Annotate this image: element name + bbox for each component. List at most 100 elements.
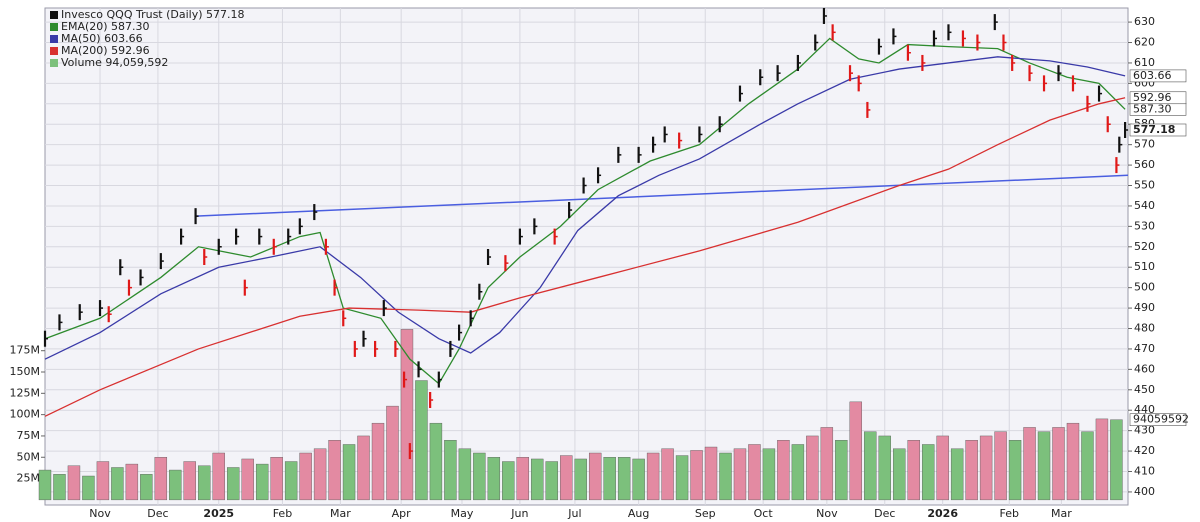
- y-tick-label: 420: [1134, 444, 1155, 457]
- volume-bar: [111, 467, 124, 501]
- y-tick-label: 410: [1134, 464, 1155, 477]
- x-tick-label: Oct: [754, 507, 774, 520]
- value-flag-label: 587.30: [1133, 102, 1172, 115]
- x-tick-label: Nov: [816, 507, 838, 520]
- volume-bar: [82, 475, 95, 501]
- x-tick-label: Mar: [1051, 507, 1072, 520]
- y-tick-label: 570: [1134, 138, 1155, 151]
- volume-bar: [125, 463, 139, 501]
- volume-bar: [690, 450, 703, 501]
- y2-tick-label: 150M: [10, 365, 41, 378]
- y2-tick-label: 50M: [17, 450, 41, 463]
- volume-bar: [979, 435, 993, 501]
- volume-bar: [719, 452, 732, 501]
- legend-swatch: [50, 23, 58, 31]
- value-flag: [1129, 413, 1187, 427]
- y-tick-label: 440: [1134, 403, 1155, 416]
- volume-bar: [878, 435, 891, 501]
- x-tick-label: 2025: [203, 507, 234, 520]
- legend-swatch: [50, 11, 58, 19]
- volume-bar: [1008, 440, 1022, 501]
- y-tick-label: 480: [1134, 322, 1155, 335]
- y-tick-label: 530: [1134, 219, 1155, 232]
- y-tick-label: 560: [1134, 158, 1155, 171]
- volume-bar: [806, 435, 819, 501]
- volume-bar: [255, 463, 269, 501]
- volume-bar: [386, 405, 399, 501]
- legend-label: Invesco QQQ Trust (Daily) 577.18: [61, 8, 245, 21]
- x-tick-label: Jun: [510, 507, 528, 520]
- volume-bar: [531, 458, 544, 501]
- volume-bar: [632, 458, 645, 501]
- volume-bar: [212, 452, 225, 501]
- volume-bar: [835, 440, 848, 501]
- y-tick-label: 620: [1134, 36, 1155, 49]
- volume-bar: [270, 457, 283, 501]
- volume-bar: [198, 465, 211, 501]
- volume-bar: [67, 465, 81, 501]
- volume-bar: [357, 435, 370, 501]
- volume-bar: [661, 448, 674, 501]
- volume-bar: [950, 448, 964, 501]
- volume-bar: [284, 461, 298, 501]
- x-tick-label: Feb: [1000, 507, 1019, 520]
- y2-tick-label: 175M: [10, 344, 41, 357]
- y-tick-label: 450: [1134, 383, 1155, 396]
- y2-tick-label: 125M: [10, 386, 41, 399]
- volume-bar: [415, 380, 428, 501]
- volume-bar: [169, 469, 182, 501]
- x-tick-label: Jul: [567, 507, 581, 520]
- y-tick-label: 630: [1134, 15, 1155, 28]
- value-flag: [1129, 123, 1187, 137]
- value-flag: [1129, 69, 1187, 83]
- legend-label: Volume 94,059,592: [61, 56, 168, 69]
- y2-tick-label: 25M: [17, 472, 41, 485]
- volume-bar: [227, 467, 240, 501]
- volume-bar: [994, 431, 1007, 501]
- volume-bar: [313, 448, 327, 501]
- volume-bar: [820, 427, 834, 501]
- volume-bar: [342, 444, 356, 501]
- volume-bar: [603, 457, 616, 501]
- value-flag-label: 603.66: [1133, 69, 1172, 82]
- volume-bar: [1095, 418, 1109, 501]
- y-tick-label: 520: [1134, 240, 1155, 253]
- legend-swatch: [50, 59, 58, 67]
- volume-bar: [502, 461, 515, 501]
- value-flag-label: 592.96: [1133, 91, 1172, 104]
- x-tick-label: Apr: [392, 507, 412, 520]
- volume-bar: [38, 469, 52, 501]
- volume-bar: [1037, 431, 1051, 501]
- y-tick-label: 400: [1134, 485, 1155, 498]
- volume-bar: [96, 461, 110, 501]
- volume-bar: [154, 457, 168, 501]
- volume-bar: [777, 440, 790, 501]
- moving-average: [44, 37, 1126, 385]
- x-tick-label: Dec: [874, 507, 895, 520]
- legend-label: MA(50) 603.66: [61, 32, 143, 45]
- volume-bar: [1066, 422, 1080, 501]
- x-tick-label: Nov: [89, 507, 111, 520]
- volume-bar: [487, 457, 501, 501]
- volume-bar: [675, 455, 689, 501]
- y-tick-label: 550: [1134, 179, 1155, 192]
- volume-bar: [241, 458, 254, 501]
- volume-bar: [328, 440, 341, 501]
- y-tick-label: 540: [1134, 199, 1155, 212]
- legend-label: EMA(20) 587.30: [61, 20, 150, 33]
- volume-bar: [545, 461, 558, 501]
- volume-bar: [371, 422, 385, 501]
- x-tick-label: 2026: [927, 507, 958, 520]
- volume-bar: [1023, 427, 1036, 501]
- volume-bar: [458, 448, 472, 501]
- y-tick-label: 500: [1134, 281, 1155, 294]
- volume-bar: [140, 474, 153, 501]
- value-flag-label: 577.18: [1133, 123, 1175, 136]
- volume-bar: [762, 448, 776, 501]
- legend-label: MA(200) 592.96: [61, 44, 150, 57]
- trendline: [195, 174, 1129, 217]
- volume-bar: [574, 458, 587, 501]
- volume-bar: [183, 461, 196, 501]
